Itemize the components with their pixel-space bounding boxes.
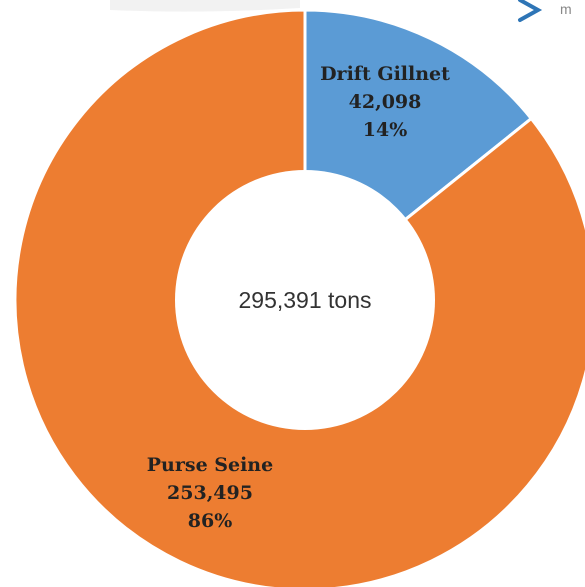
slice-label-purse-seine: Purse Seine 253,495 86%	[147, 454, 273, 532]
top-left-shadow-fragment	[110, 0, 300, 12]
slice-label-drift-gillnet: Drift Gillnet 42,098 14%	[320, 63, 450, 141]
slice-name-label: Drift Gillnet	[320, 63, 450, 85]
donut-hole	[175, 170, 435, 430]
slice-percent-label: 86%	[188, 510, 233, 532]
top-right-text-fragment: m	[560, 1, 572, 17]
slice-name-label: Purse Seine	[147, 454, 273, 476]
slice-percent-label: 14%	[363, 119, 408, 141]
slice-value-label: 42,098	[349, 91, 422, 113]
chevron-right-icon	[518, 0, 543, 22]
slice-value-label: 253,495	[167, 482, 253, 504]
center-total-label: 295,391 tons	[238, 287, 371, 313]
